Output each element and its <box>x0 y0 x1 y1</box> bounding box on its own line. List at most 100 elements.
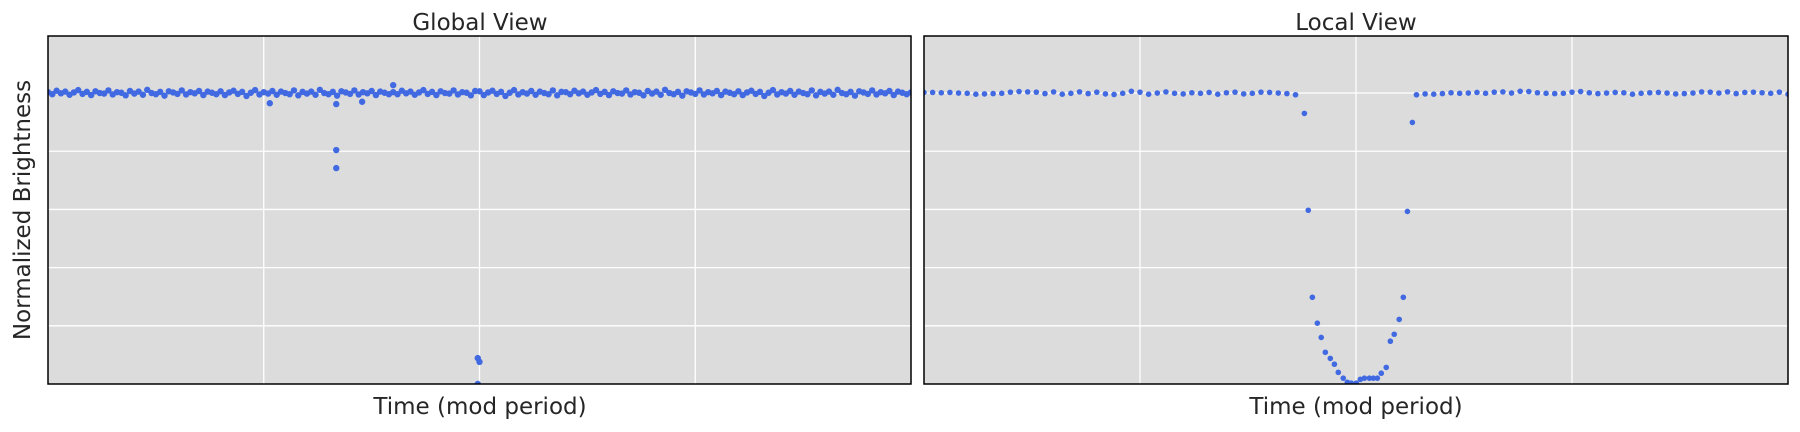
data-point <box>1348 380 1355 384</box>
x-axis-label: Time (mod period) <box>1248 394 1462 420</box>
data-point <box>990 90 996 97</box>
data-point <box>1413 91 1420 98</box>
data-point <box>1448 89 1454 96</box>
data-point <box>907 89 911 96</box>
data-point <box>623 87 630 94</box>
data-point <box>886 87 893 95</box>
data-point <box>1137 89 1143 95</box>
data-point <box>1007 89 1014 95</box>
data-point <box>1560 90 1567 97</box>
data-point <box>105 87 112 94</box>
data-point <box>1340 375 1347 381</box>
data-point <box>368 87 375 95</box>
data-point <box>1214 91 1221 97</box>
data-point <box>174 90 181 98</box>
data-point <box>49 90 56 98</box>
data-point <box>679 92 686 99</box>
data-point <box>1517 88 1523 95</box>
data-point <box>1353 380 1360 384</box>
data-point <box>1707 89 1714 95</box>
data-point <box>266 100 273 107</box>
data-point <box>1145 91 1152 97</box>
data-point <box>973 91 979 97</box>
data-point <box>769 86 777 94</box>
data-point <box>1422 91 1428 97</box>
data-point <box>251 86 259 94</box>
data-point <box>1189 89 1195 96</box>
data-point <box>1305 207 1312 214</box>
data-point <box>981 91 988 97</box>
data-point <box>1551 90 1558 97</box>
data-point <box>1102 91 1109 97</box>
data-point <box>1586 89 1593 96</box>
data-point <box>286 90 293 98</box>
data-point <box>864 90 872 98</box>
data-point <box>1526 88 1532 95</box>
data-point <box>200 91 207 99</box>
data-point <box>333 92 341 99</box>
data-points <box>924 88 1788 384</box>
data-point <box>1603 90 1610 96</box>
data-point <box>1163 89 1169 95</box>
data-point <box>156 88 164 96</box>
data-point <box>592 86 600 94</box>
data-point <box>1059 91 1066 97</box>
data-point <box>1508 90 1515 96</box>
data-point <box>1474 89 1480 96</box>
axes-frame <box>47 35 912 385</box>
data-point <box>420 86 427 94</box>
data-point <box>1569 89 1575 95</box>
data-point <box>1240 91 1247 97</box>
data-point <box>394 90 401 98</box>
data-point <box>1366 375 1373 381</box>
data-point <box>890 91 897 99</box>
data-point <box>87 91 95 99</box>
data-point <box>1621 89 1627 96</box>
data-point <box>955 90 962 96</box>
data-point <box>1050 89 1057 95</box>
data-point <box>692 90 699 98</box>
data-point <box>1383 364 1390 371</box>
data-point <box>1629 91 1636 97</box>
x-axis-label: Time (mod period) <box>372 394 586 420</box>
data-point <box>1258 89 1264 95</box>
y-axis-label: Normalized Brightness <box>10 80 36 340</box>
data-point <box>1111 91 1117 98</box>
data-point <box>640 92 647 99</box>
data-point <box>1076 89 1083 95</box>
data-point <box>372 91 380 99</box>
data-point <box>1275 90 1282 96</box>
data-point <box>1491 89 1498 95</box>
data-point <box>528 87 535 95</box>
data-point <box>808 87 815 94</box>
data-point <box>1456 90 1463 97</box>
data-point <box>1370 375 1377 381</box>
data-point <box>474 380 481 384</box>
data-point <box>713 87 721 95</box>
data-point <box>433 91 440 99</box>
data-point <box>847 88 854 96</box>
data-point <box>1439 90 1446 97</box>
data-point <box>1128 88 1135 95</box>
data-point <box>122 92 129 99</box>
data-point <box>1171 90 1178 97</box>
data-point <box>1331 361 1338 368</box>
data-point <box>1396 316 1402 323</box>
data-point <box>1646 89 1653 96</box>
data-point <box>333 164 340 172</box>
data-point <box>497 88 505 96</box>
data-point <box>786 87 794 95</box>
data-point <box>657 91 664 98</box>
data-point <box>195 87 203 95</box>
data-point <box>358 98 366 105</box>
axes-frame <box>923 35 1789 385</box>
data-point <box>161 92 168 99</box>
chart-title: Local View <box>1295 10 1417 36</box>
data-point <box>1409 119 1416 126</box>
data-point <box>696 87 703 94</box>
data-point <box>333 146 340 154</box>
data-point <box>75 86 82 94</box>
chart-title: Global View <box>412 10 547 36</box>
data-point <box>735 88 742 95</box>
data-point <box>553 92 561 99</box>
